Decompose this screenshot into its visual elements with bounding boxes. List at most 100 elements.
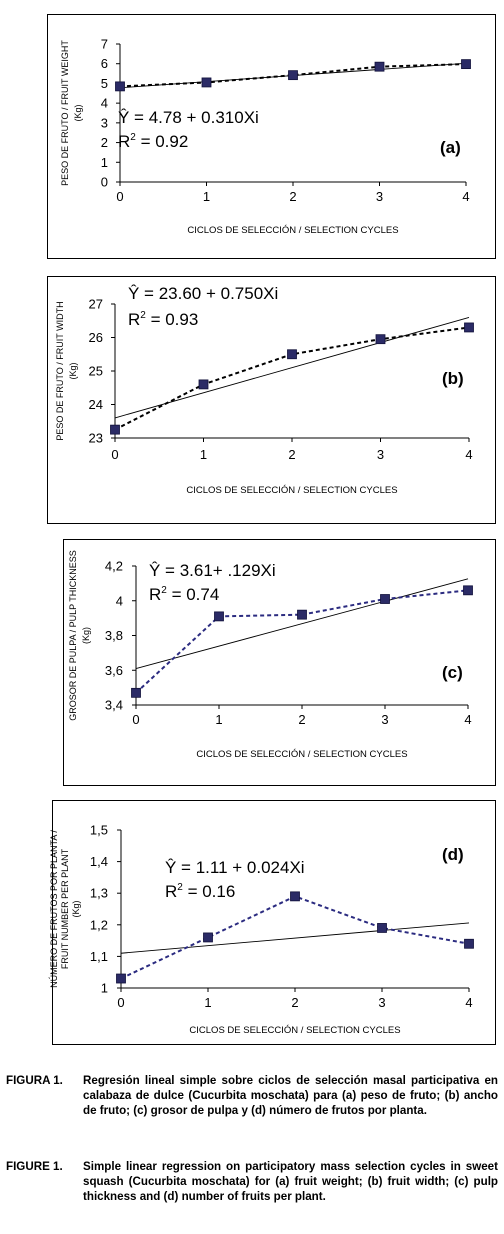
x-tick-label: 3 xyxy=(381,712,388,727)
y-axis-label-line: FRUIT NUMBER PER PLANT xyxy=(60,848,70,969)
r-squared: R2 = 0.92 xyxy=(118,132,188,151)
panel-tag: (a) xyxy=(440,138,461,157)
r-squared-value: = 0.92 xyxy=(136,132,188,151)
regression-equation: Ŷ = 1.11 + 0.024Xi xyxy=(165,858,305,877)
data-point xyxy=(201,77,212,88)
y-tick-label: 1 xyxy=(101,155,108,170)
x-axis-label: CICLOS DE SELECCIÓN / SELECTION CYCLES xyxy=(196,749,407,760)
r-squared-exponent: 2 xyxy=(161,585,167,596)
regression-equation: Ŷ = 3.61+ .129Xi xyxy=(149,561,276,580)
x-tick-label: 2 xyxy=(288,447,295,462)
y-axis-label-line: GROSOR DE PULPA / PULP THICKNESS xyxy=(68,550,78,721)
observed-series-line xyxy=(114,326,470,431)
data-point xyxy=(131,687,141,698)
x-axis-label: CICLOS DE SELECCIÓN / SELECTION CYCLES xyxy=(186,485,397,496)
observed-series-line xyxy=(119,63,467,88)
y-tick-label: 24 xyxy=(89,397,103,412)
y-tick-label: 1,5 xyxy=(90,823,108,838)
r-squared-value: = 0.16 xyxy=(183,882,235,901)
y-tick-label: 27 xyxy=(89,297,103,312)
r-squared-exponent: 2 xyxy=(140,310,146,321)
data-point xyxy=(115,81,125,92)
chart-svg-d: 11,11,21,31,41,50 1 2 3 4Ŷ = 1.11 + 0.024XiR… xyxy=(49,823,474,1036)
y-tick-label: 2 xyxy=(101,135,108,150)
y-tick-label: 7 xyxy=(101,37,108,52)
y-tick-label: 25 xyxy=(89,364,103,379)
x-tick-label: 4 xyxy=(464,712,471,727)
x-tick-label: 3 xyxy=(376,189,383,204)
x-tick-label: 1 xyxy=(215,712,222,727)
y-tick-label: 3,8 xyxy=(105,628,123,643)
chart-panel-b: 23 24 25 26 27 0 1 2 3 4 Ŷ = 23.60 + 0.750Xi R2 = 0… xyxy=(47,276,496,524)
data-point xyxy=(380,594,390,604)
r-squared: R2 = 0.74 xyxy=(149,585,219,604)
y-axis-label-line: PESO DE FRUTO / FRUIT WIDTH xyxy=(55,301,65,440)
data-point xyxy=(110,424,120,435)
regression-equation: Ŷ = 23.60 + 0.750Xi xyxy=(128,284,278,303)
y-axis-label: NÚMERO DE FRUTOS POR PLANTA / FRUIT NUMBE… xyxy=(49,830,81,988)
x-tick-label: 0 xyxy=(132,712,139,727)
r-squared-value: = 0.74 xyxy=(167,585,219,604)
data-point xyxy=(288,70,298,81)
y-axis-label-line: NÚMERO DE FRUTOS POR PLANTA / xyxy=(49,830,59,988)
x-axis-label: CICLOS DE SELECCIÓN / SELECTION CYCLES xyxy=(189,1025,400,1036)
r-squared: R2 = 0.93 xyxy=(128,310,198,329)
data-point xyxy=(290,891,300,902)
observed-series-line xyxy=(120,895,470,980)
data-point xyxy=(214,611,224,622)
r-squared-prefix: R xyxy=(118,132,130,151)
panel-tag: (b) xyxy=(442,369,464,388)
panel-tag: (c) xyxy=(442,663,463,682)
data-point xyxy=(116,973,126,984)
y-axis-label: PESO DE FRUTO / FRUIT WIDTH (Kg) xyxy=(55,301,78,440)
y-axis-label-line: (Kg) xyxy=(73,104,83,121)
regression-line xyxy=(135,578,469,669)
caption-english: FIGURE 1. Simple linear regression on pa… xyxy=(6,1159,498,1204)
r-squared-prefix: R xyxy=(165,882,177,901)
data-point xyxy=(198,379,209,390)
r-squared-exponent: 2 xyxy=(130,132,136,143)
y-tick-label: 23 xyxy=(89,431,103,446)
r-squared-value: = 0.93 xyxy=(146,310,198,329)
data-point xyxy=(287,349,297,360)
caption-spanish-label: FIGURA 1. xyxy=(6,1074,63,1087)
r-squared-prefix: R xyxy=(128,310,140,329)
caption-spanish: FIGURA 1. Regresión lineal simple sobre … xyxy=(6,1073,498,1118)
data-point xyxy=(377,923,387,933)
observed-series-line xyxy=(135,589,469,694)
y-axis-label: PESO DE FRUTO / FRUIT WEIGHT (Kg) xyxy=(60,40,83,186)
x-tick-label: 0 xyxy=(116,189,123,204)
regression-equation: Ŷ = 4.78 + 0.310Xi xyxy=(118,108,259,127)
y-tick-label: 3,4 xyxy=(105,698,123,713)
x-axis-label: CICLOS DE SELECCIÓN / SELECTION CYCLES xyxy=(187,225,398,236)
x-tick-label: 4 xyxy=(465,995,472,1010)
y-axis-label-line: (Kg) xyxy=(71,900,81,917)
y-tick-label: 26 xyxy=(89,330,103,345)
x-tick-label: 2 xyxy=(298,712,305,727)
x-tick-label: 0 xyxy=(111,447,118,462)
caption-english-text: Simple linear regression on participator… xyxy=(83,1160,498,1203)
r-squared-exponent: 2 xyxy=(177,882,183,893)
caption-english-label: FIGURE 1. xyxy=(6,1160,63,1173)
x-tick-label: 3 xyxy=(377,447,384,462)
data-point xyxy=(297,609,307,620)
y-axis-label-line: (Kg) xyxy=(68,362,78,379)
caption-spanish-text: Regresión lineal simple sobre ciclos de … xyxy=(83,1074,498,1117)
y-tick-label: 1 xyxy=(101,981,108,996)
y-tick-label: 1,4 xyxy=(90,854,108,869)
panel-tag: (d) xyxy=(442,845,464,864)
x-tick-label: 0 xyxy=(117,995,124,1010)
y-axis-label: GROSOR DE PULPA / PULP THICKNESS (Kg) xyxy=(68,550,91,721)
y-axis-label-line: PESO DE FRUTO / FRUIT WEIGHT xyxy=(60,40,70,186)
x-tick-label: 1 xyxy=(200,447,207,462)
data-point xyxy=(203,932,213,943)
y-tick-label: 5 xyxy=(101,76,108,91)
r-squared-prefix: R xyxy=(149,585,161,604)
x-tick-label: 2 xyxy=(289,189,296,204)
y-tick-label: 1,1 xyxy=(90,949,108,964)
chart-panel-c: 3,4 3,6 3,8 4 4,2 0 1 2 3 4 Ŷ = 3.61+ .129Xi R2 = 0… xyxy=(63,539,496,786)
r-squared: R2 = 0.16 xyxy=(165,882,235,901)
